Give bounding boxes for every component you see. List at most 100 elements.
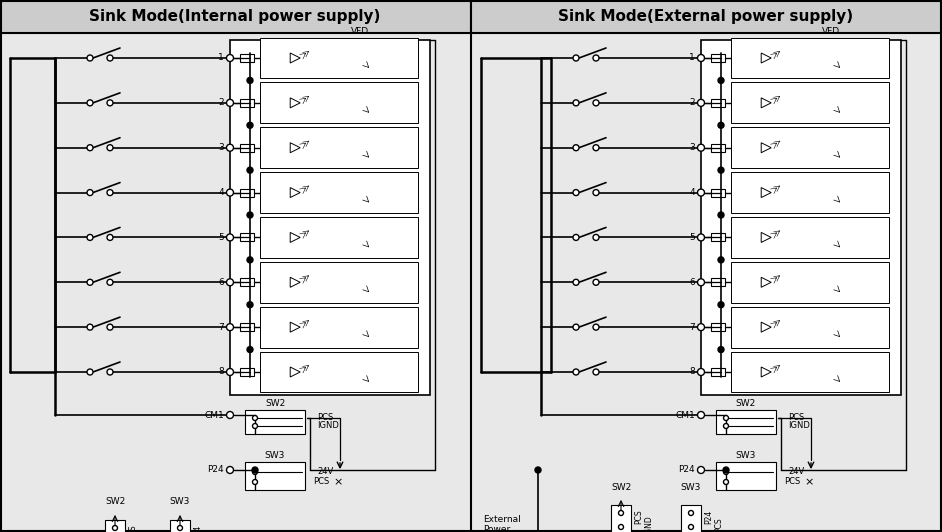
Text: Sink Mode(External power supply): Sink Mode(External power supply) <box>559 10 853 24</box>
Circle shape <box>573 279 579 285</box>
Bar <box>240 323 254 331</box>
Bar <box>240 278 254 286</box>
Bar <box>711 54 725 62</box>
Bar <box>260 262 418 303</box>
Circle shape <box>723 415 728 420</box>
Bar <box>105 520 125 532</box>
Text: 4: 4 <box>219 188 224 197</box>
Circle shape <box>87 279 93 285</box>
Circle shape <box>619 525 624 529</box>
Bar <box>240 54 254 62</box>
Circle shape <box>87 369 93 375</box>
Circle shape <box>252 467 258 473</box>
Circle shape <box>107 145 113 151</box>
Text: 1: 1 <box>690 54 695 62</box>
Text: 7: 7 <box>219 322 224 331</box>
Bar <box>260 82 418 123</box>
Text: 7: 7 <box>690 322 695 331</box>
Circle shape <box>247 212 253 218</box>
Bar <box>711 234 725 242</box>
Text: CM1: CM1 <box>204 411 224 420</box>
Circle shape <box>697 99 705 106</box>
Text: 3: 3 <box>690 143 695 152</box>
Bar <box>731 307 889 347</box>
Circle shape <box>107 369 113 375</box>
Bar <box>1 1 471 33</box>
Circle shape <box>247 346 253 353</box>
Bar <box>701 40 901 395</box>
Circle shape <box>718 257 724 263</box>
Circle shape <box>723 470 728 475</box>
Bar <box>716 410 776 434</box>
Bar <box>776 410 819 464</box>
Circle shape <box>689 525 693 529</box>
Circle shape <box>112 526 118 530</box>
Bar <box>471 1 941 33</box>
Bar <box>731 217 889 258</box>
Circle shape <box>226 279 234 286</box>
Circle shape <box>87 145 93 151</box>
Bar <box>731 127 889 168</box>
Bar <box>170 520 190 532</box>
Circle shape <box>573 55 579 61</box>
Text: SW3: SW3 <box>681 483 701 492</box>
Circle shape <box>107 100 113 106</box>
Text: P24: P24 <box>705 510 713 524</box>
Circle shape <box>593 55 599 61</box>
Circle shape <box>107 279 113 285</box>
Bar <box>731 262 889 303</box>
Text: 2: 2 <box>690 98 695 107</box>
Circle shape <box>718 78 724 84</box>
Text: External
Power
Supply
+24V: External Power Supply +24V <box>483 515 521 532</box>
Circle shape <box>247 167 253 173</box>
Text: 1: 1 <box>219 54 224 62</box>
Circle shape <box>697 189 705 196</box>
Bar <box>245 410 305 434</box>
Circle shape <box>107 55 113 61</box>
Text: ×: × <box>804 477 813 487</box>
Circle shape <box>87 324 93 330</box>
Bar <box>305 410 348 464</box>
Bar <box>731 82 889 123</box>
Bar <box>260 38 418 78</box>
Circle shape <box>689 511 693 516</box>
Text: ×: × <box>333 477 342 487</box>
Circle shape <box>252 415 257 420</box>
Circle shape <box>718 302 724 307</box>
Bar <box>260 127 418 168</box>
Circle shape <box>718 122 724 128</box>
Circle shape <box>573 145 579 151</box>
Text: SW3: SW3 <box>170 497 190 506</box>
Bar <box>731 38 889 78</box>
Bar <box>260 172 418 213</box>
Circle shape <box>718 346 724 353</box>
Text: PCS: PCS <box>317 413 333 422</box>
Circle shape <box>87 235 93 240</box>
Circle shape <box>226 144 234 151</box>
Circle shape <box>226 234 234 241</box>
Circle shape <box>593 100 599 106</box>
Circle shape <box>697 411 705 419</box>
Text: 24V: 24V <box>317 468 333 477</box>
Bar <box>711 99 725 107</box>
Circle shape <box>107 324 113 330</box>
Bar <box>240 234 254 242</box>
Text: 6: 6 <box>690 278 695 287</box>
Text: 8: 8 <box>219 368 224 377</box>
Bar <box>711 278 725 286</box>
Text: PCS: PCS <box>784 478 801 486</box>
Circle shape <box>247 302 253 307</box>
Bar <box>260 217 418 258</box>
Circle shape <box>226 54 234 62</box>
Circle shape <box>226 411 234 419</box>
Bar <box>260 352 418 393</box>
Bar <box>230 40 430 395</box>
Circle shape <box>573 189 579 196</box>
Circle shape <box>619 511 624 516</box>
Bar <box>681 505 701 532</box>
Circle shape <box>247 257 253 263</box>
Bar <box>240 144 254 152</box>
Bar <box>711 368 725 376</box>
Text: SW2: SW2 <box>610 483 631 492</box>
Circle shape <box>87 100 93 106</box>
